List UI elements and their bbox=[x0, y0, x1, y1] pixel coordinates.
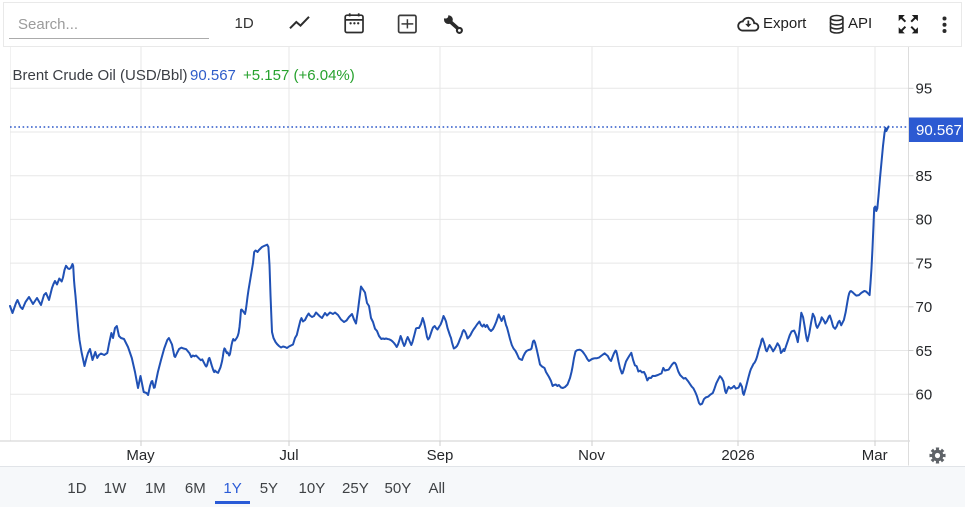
svg-text:60: 60 bbox=[916, 387, 933, 404]
svg-text:Jul: Jul bbox=[279, 447, 298, 464]
svg-text:Sep: Sep bbox=[427, 447, 454, 464]
svg-text:70: 70 bbox=[916, 299, 933, 316]
svg-text:Nov: Nov bbox=[578, 447, 605, 464]
svg-text:95: 95 bbox=[916, 81, 933, 98]
svg-text:90.567: 90.567 bbox=[916, 122, 962, 139]
svg-text:65: 65 bbox=[916, 343, 933, 360]
svg-text:85: 85 bbox=[916, 168, 933, 185]
svg-text:May: May bbox=[126, 447, 155, 464]
svg-text:75: 75 bbox=[916, 255, 933, 272]
svg-text:Mar: Mar bbox=[862, 447, 888, 464]
svg-text:80: 80 bbox=[916, 212, 933, 229]
svg-text:2026: 2026 bbox=[721, 447, 754, 464]
